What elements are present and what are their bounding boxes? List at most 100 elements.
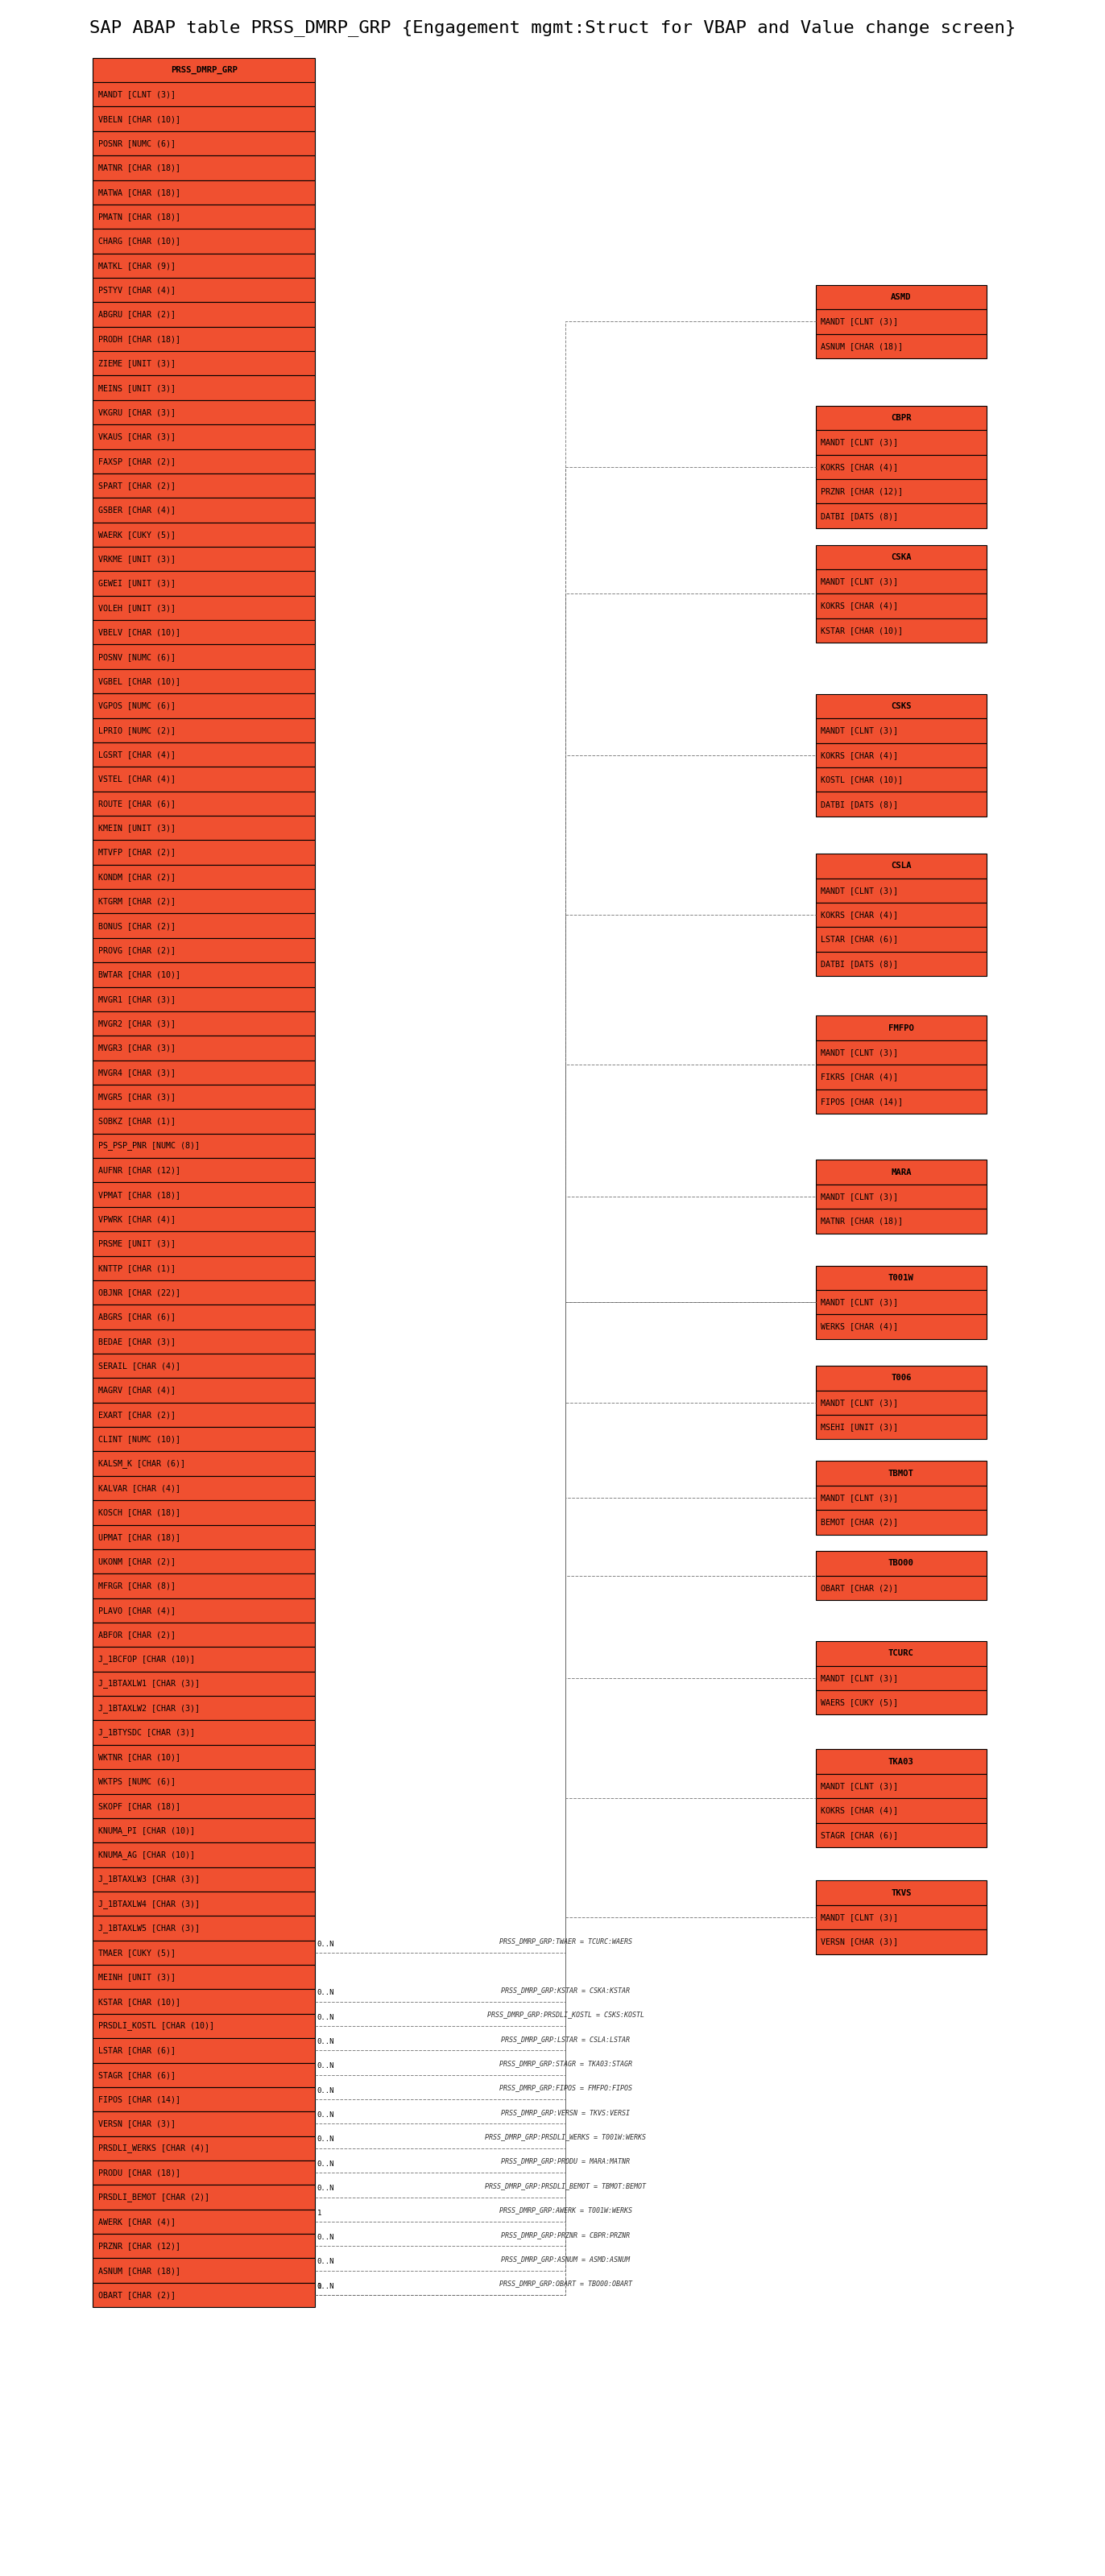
FancyBboxPatch shape: [815, 927, 987, 951]
FancyBboxPatch shape: [93, 621, 315, 644]
Text: 0..N: 0..N: [317, 2014, 335, 2022]
FancyBboxPatch shape: [815, 309, 987, 335]
Text: FMFPO: FMFPO: [888, 1025, 914, 1033]
FancyBboxPatch shape: [93, 2161, 315, 2184]
FancyBboxPatch shape: [815, 1159, 987, 1185]
FancyBboxPatch shape: [815, 1577, 987, 1600]
Text: MANDT [CLNT (3)]: MANDT [CLNT (3)]: [821, 1783, 898, 1790]
Text: MATNR [CHAR (18)]: MATNR [CHAR (18)]: [821, 1216, 903, 1226]
FancyBboxPatch shape: [93, 1940, 315, 1965]
Text: MAGRV [CHAR (4)]: MAGRV [CHAR (4)]: [98, 1386, 176, 1394]
Text: SAP ABAP table PRSS_DMRP_GRP {Engagement mgmt:Struct for VBAP and Value change s: SAP ABAP table PRSS_DMRP_GRP {Engagement…: [90, 18, 1015, 36]
Text: TCURC: TCURC: [888, 1649, 914, 1656]
Text: MANDT [CLNT (3)]: MANDT [CLNT (3)]: [821, 726, 898, 734]
FancyBboxPatch shape: [93, 1280, 315, 1303]
Text: 1: 1: [317, 2210, 322, 2215]
FancyBboxPatch shape: [815, 1749, 987, 1775]
Text: FAXSP [CHAR (2)]: FAXSP [CHAR (2)]: [98, 456, 176, 466]
Text: MVGR2 [CHAR (3)]: MVGR2 [CHAR (3)]: [98, 1020, 176, 1028]
FancyBboxPatch shape: [93, 448, 315, 474]
Text: VKGRU [CHAR (3)]: VKGRU [CHAR (3)]: [98, 407, 176, 417]
Text: WAERK [CUKY (5)]: WAERK [CUKY (5)]: [98, 531, 176, 538]
FancyBboxPatch shape: [815, 546, 987, 569]
Text: VPMAT [CHAR (18)]: VPMAT [CHAR (18)]: [98, 1190, 180, 1198]
Text: POSNV [NUMC (6)]: POSNV [NUMC (6)]: [98, 652, 176, 662]
FancyBboxPatch shape: [93, 155, 315, 180]
Text: ABGRS [CHAR (6)]: ABGRS [CHAR (6)]: [98, 1314, 176, 1321]
Text: J_1BTAXLW1 [CHAR (3)]: J_1BTAXLW1 [CHAR (3)]: [98, 1680, 200, 1687]
Text: SERAIL [CHAR (4)]: SERAIL [CHAR (4)]: [98, 1363, 180, 1370]
FancyBboxPatch shape: [93, 1623, 315, 1646]
FancyBboxPatch shape: [93, 1499, 315, 1525]
FancyBboxPatch shape: [93, 350, 315, 376]
FancyBboxPatch shape: [93, 2038, 315, 2063]
FancyBboxPatch shape: [815, 742, 987, 768]
Text: CLINT [NUMC (10)]: CLINT [NUMC (10)]: [98, 1435, 180, 1443]
FancyBboxPatch shape: [815, 592, 987, 618]
FancyBboxPatch shape: [815, 430, 987, 456]
FancyBboxPatch shape: [93, 1303, 315, 1329]
Text: KNTTP [CHAR (1)]: KNTTP [CHAR (1)]: [98, 1265, 176, 1273]
Text: MATWA [CHAR (18)]: MATWA [CHAR (18)]: [98, 188, 180, 196]
FancyBboxPatch shape: [815, 1641, 987, 1667]
Text: TKA03: TKA03: [888, 1757, 914, 1765]
Text: PMATN [CHAR (18)]: PMATN [CHAR (18)]: [98, 214, 180, 222]
FancyBboxPatch shape: [93, 1695, 315, 1721]
Text: 0..N: 0..N: [317, 2161, 335, 2166]
FancyBboxPatch shape: [815, 768, 987, 791]
Text: J_1BTYSDC [CHAR (3)]: J_1BTYSDC [CHAR (3)]: [98, 1728, 194, 1736]
Text: STAGR [CHAR (6)]: STAGR [CHAR (6)]: [821, 1832, 898, 1839]
FancyBboxPatch shape: [93, 2136, 315, 2161]
FancyBboxPatch shape: [815, 1461, 987, 1486]
Text: KALVAR [CHAR (4)]: KALVAR [CHAR (4)]: [98, 1484, 180, 1492]
Text: TMAER [CUKY (5)]: TMAER [CUKY (5)]: [98, 1947, 176, 1958]
FancyBboxPatch shape: [93, 768, 315, 791]
Text: PRSS_DMRP_GRP:VERSN = TKVS:VERSI: PRSS_DMRP_GRP:VERSN = TKVS:VERSI: [501, 2110, 630, 2115]
Text: CSKA: CSKA: [891, 554, 912, 562]
FancyBboxPatch shape: [815, 791, 987, 817]
FancyBboxPatch shape: [93, 2112, 315, 2136]
FancyBboxPatch shape: [815, 1775, 987, 1798]
FancyBboxPatch shape: [93, 497, 315, 523]
Text: STAGR [CHAR (6)]: STAGR [CHAR (6)]: [98, 2071, 176, 2079]
FancyBboxPatch shape: [93, 546, 315, 572]
FancyBboxPatch shape: [815, 693, 987, 719]
FancyBboxPatch shape: [93, 2014, 315, 2038]
Text: FIPOS [CHAR (14)]: FIPOS [CHAR (14)]: [98, 2094, 180, 2105]
FancyBboxPatch shape: [93, 791, 315, 817]
Text: ASNUM [CHAR (18)]: ASNUM [CHAR (18)]: [98, 2267, 180, 2275]
FancyBboxPatch shape: [93, 474, 315, 497]
FancyBboxPatch shape: [93, 301, 315, 327]
FancyBboxPatch shape: [93, 1597, 315, 1623]
Text: LSTAR [CHAR (6)]: LSTAR [CHAR (6)]: [98, 2045, 176, 2056]
FancyBboxPatch shape: [815, 456, 987, 479]
FancyBboxPatch shape: [93, 914, 315, 938]
Text: PS_PSP_PNR [NUMC (8)]: PS_PSP_PNR [NUMC (8)]: [98, 1141, 200, 1151]
Text: KOKRS [CHAR (4)]: KOKRS [CHAR (4)]: [821, 603, 898, 611]
FancyBboxPatch shape: [93, 840, 315, 866]
Text: KSTAR [CHAR (10)]: KSTAR [CHAR (10)]: [98, 1996, 180, 2007]
FancyBboxPatch shape: [815, 1208, 987, 1234]
Text: PRZNR [CHAR (12)]: PRZNR [CHAR (12)]: [98, 2241, 180, 2249]
Text: BEMOT [CHAR (2)]: BEMOT [CHAR (2)]: [821, 1517, 898, 1525]
FancyBboxPatch shape: [93, 1329, 315, 1352]
Text: FIKRS [CHAR (4)]: FIKRS [CHAR (4)]: [821, 1074, 898, 1082]
Text: KNUMA_PI [CHAR (10)]: KNUMA_PI [CHAR (10)]: [98, 1826, 194, 1834]
FancyBboxPatch shape: [93, 252, 315, 278]
FancyBboxPatch shape: [93, 2233, 315, 2259]
Text: VOLEH [UNIT (3)]: VOLEH [UNIT (3)]: [98, 603, 176, 613]
FancyBboxPatch shape: [815, 1414, 987, 1440]
Text: KSTAR [CHAR (10)]: KSTAR [CHAR (10)]: [821, 626, 903, 634]
FancyBboxPatch shape: [815, 1551, 987, 1577]
Text: PRSS_DMRP_GRP:PRSDLI_BEMOT = TBMOT:BEMOT: PRSS_DMRP_GRP:PRSDLI_BEMOT = TBMOT:BEMOT: [485, 2182, 646, 2190]
FancyBboxPatch shape: [93, 399, 315, 425]
Text: PRSS_DMRP_GRP:AWERK = T001W:WERKS: PRSS_DMRP_GRP:AWERK = T001W:WERKS: [499, 2208, 632, 2213]
Text: MARA: MARA: [891, 1167, 912, 1177]
FancyBboxPatch shape: [93, 1401, 315, 1427]
FancyBboxPatch shape: [93, 1525, 315, 1548]
FancyBboxPatch shape: [93, 2184, 315, 2210]
FancyBboxPatch shape: [815, 618, 987, 641]
FancyBboxPatch shape: [815, 1015, 987, 1041]
FancyBboxPatch shape: [93, 1548, 315, 1574]
Text: 0..N: 0..N: [317, 2136, 335, 2143]
